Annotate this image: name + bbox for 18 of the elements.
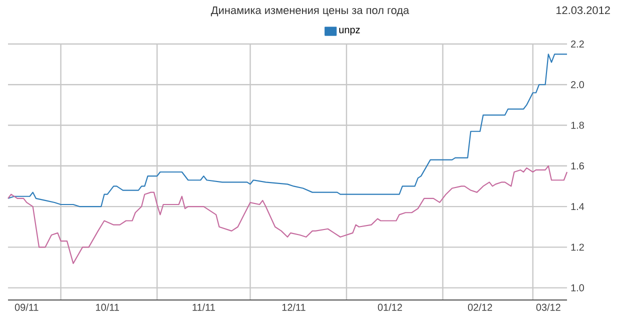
x-tick-label: 12/11 — [282, 304, 306, 311]
chart-title: Динамика изменения цены за пол года — [210, 6, 410, 16]
x-tick-label: 03/12 — [536, 304, 560, 311]
legend-label: unpz — [339, 28, 360, 36]
x-tick-label: 02/12 — [468, 304, 492, 311]
x-tick-label: 10/11 — [96, 304, 119, 311]
y-tick-label: 1.8 — [571, 122, 584, 129]
text: 12.03.2012 — [556, 6, 610, 14]
y-tick-label: 1.4 — [571, 203, 584, 210]
x-tick-label: 01/12 — [378, 304, 402, 311]
x-tick-label: 09/11 — [14, 304, 38, 311]
y-tick-label: 1.6 — [571, 162, 584, 170]
line-series — [7, 54, 568, 208]
y-tick-label: 2.0 — [571, 81, 584, 88]
y-tick-label: 2.2 — [571, 40, 584, 48]
x-tick-label: 11/11 — [192, 304, 215, 311]
y-tick-label: 1.0 — [571, 284, 584, 292]
y-tick-label: 1.2 — [571, 244, 584, 251]
